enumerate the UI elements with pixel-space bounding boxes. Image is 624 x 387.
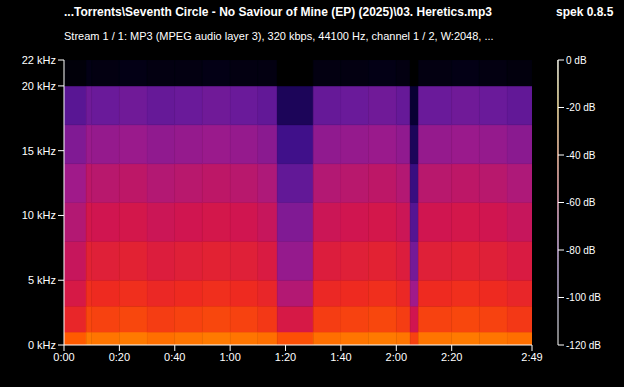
svg-text:-100 dB: -100 dB [566, 292, 601, 303]
svg-text:-20 dB: -20 dB [566, 102, 596, 113]
svg-text:0:40: 0:40 [164, 351, 185, 363]
svg-text:15 kHz: 15 kHz [22, 145, 56, 157]
svg-text:2:49: 2:49 [521, 351, 542, 363]
svg-text:1:20: 1:20 [275, 351, 296, 363]
svg-text:0:20: 0:20 [109, 351, 130, 363]
svg-text:10 kHz: 10 kHz [22, 209, 56, 221]
svg-text:1:00: 1:00 [219, 351, 240, 363]
svg-text:0:00: 0:00 [53, 351, 74, 363]
svg-text:-120 dB: -120 dB [566, 340, 601, 351]
svg-text:5 kHz: 5 kHz [28, 274, 56, 286]
svg-text:22 kHz: 22 kHz [22, 54, 56, 66]
svg-text:2:20: 2:20 [441, 351, 462, 363]
svg-text:-60 dB: -60 dB [566, 197, 596, 208]
svg-text:1:40: 1:40 [330, 351, 351, 363]
svg-text:20 kHz: 20 kHz [22, 80, 56, 92]
html-text:...Torrents\Seventh Circle - N: ...Torrents\Seventh Circle - No Saviour … [64, 5, 492, 19]
svg-text:-80 dB: -80 dB [566, 245, 596, 256]
svg-text:-40 dB: -40 dB [566, 150, 596, 161]
svg-text:0 kHz: 0 kHz [28, 339, 56, 351]
html-text:Stream 1 / 1: MP3 (MPEG audio: Stream 1 / 1: MP3 (MPEG audio layer 3), … [64, 30, 494, 42]
html-text:spek 0.8.5: spek 0.8.5 [556, 5, 614, 19]
svg-text:0 dB: 0 dB [566, 55, 587, 66]
svg-text:2:00: 2:00 [386, 351, 407, 363]
